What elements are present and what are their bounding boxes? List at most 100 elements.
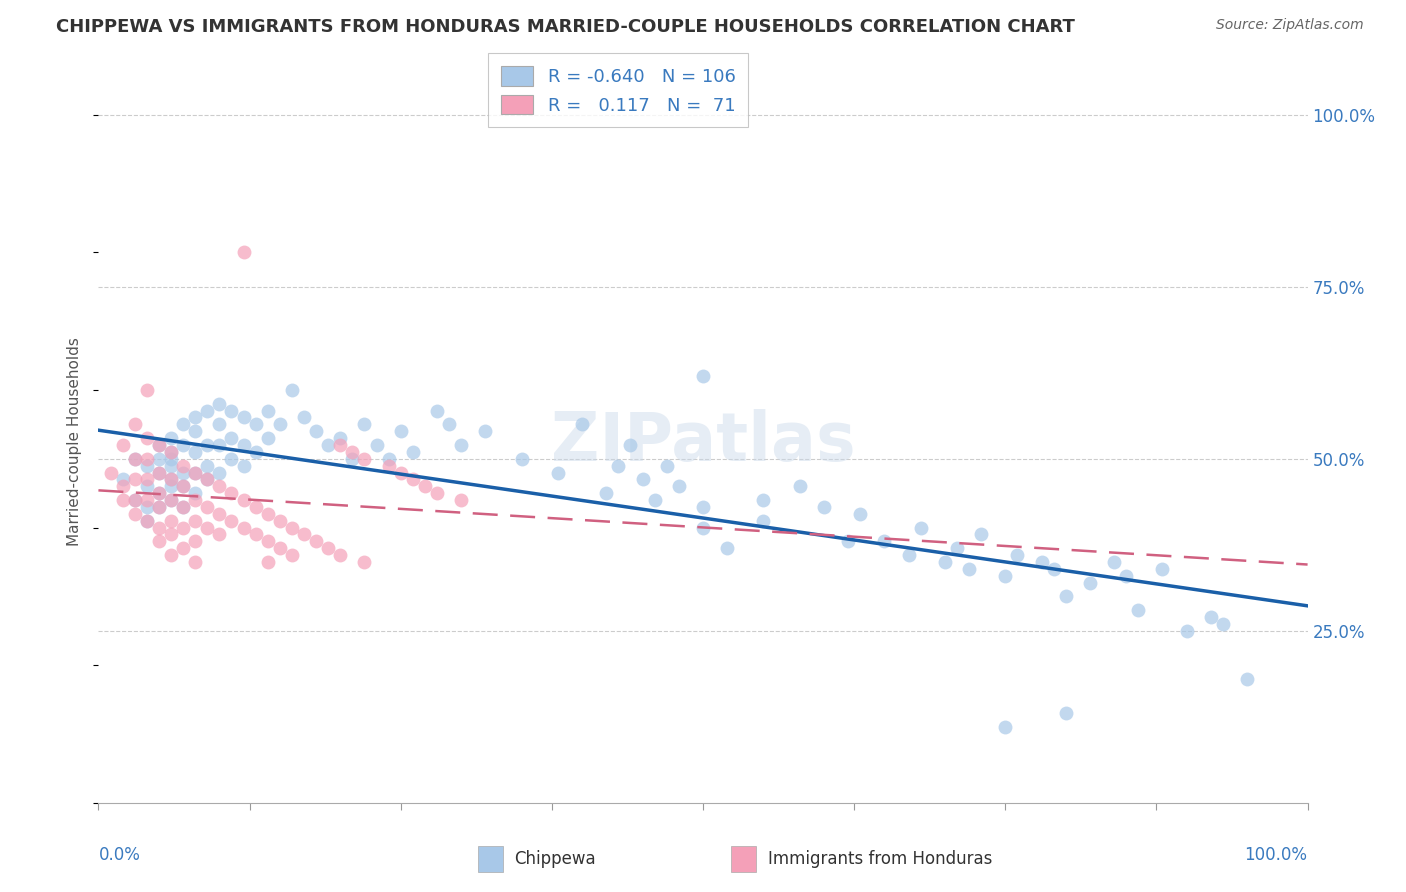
Point: [692, 500, 714, 514]
Point: [668, 479, 690, 493]
Point: [135, 500, 157, 514]
Point: [148, 486, 170, 500]
Point: [281, 548, 304, 562]
Point: [184, 466, 207, 480]
Point: [195, 403, 218, 417]
Point: [135, 431, 157, 445]
Text: CHIPPEWA VS IMMIGRANTS FROM HONDURAS MARRIED-COUPLE HOUSEHOLDS CORRELATION CHART: CHIPPEWA VS IMMIGRANTS FROM HONDURAS MAR…: [56, 18, 1076, 36]
Point: [245, 500, 267, 514]
Point: [692, 369, 714, 384]
Point: [160, 472, 183, 486]
Point: [195, 458, 218, 473]
Point: [353, 555, 375, 569]
Point: [100, 466, 122, 480]
Point: [172, 520, 194, 534]
Point: [124, 451, 146, 466]
Point: [221, 451, 243, 466]
Point: [910, 520, 932, 534]
Point: [256, 431, 278, 445]
Point: [256, 534, 278, 549]
Point: [510, 451, 533, 466]
Point: [426, 403, 449, 417]
Point: [329, 431, 352, 445]
Point: [135, 493, 157, 508]
Point: [184, 555, 207, 569]
Point: [135, 514, 157, 528]
Text: 100.0%: 100.0%: [1244, 847, 1308, 864]
Point: [184, 424, 207, 438]
Point: [111, 479, 134, 493]
Point: [897, 548, 920, 562]
Point: [655, 458, 678, 473]
Point: [184, 410, 207, 425]
Point: [957, 562, 980, 576]
Point: [172, 466, 194, 480]
Point: [221, 486, 243, 500]
Point: [389, 466, 412, 480]
Point: [195, 520, 218, 534]
Point: [195, 472, 218, 486]
Point: [571, 417, 593, 432]
Point: [221, 514, 243, 528]
Point: [208, 507, 231, 521]
Point: [1102, 555, 1125, 569]
Point: [1199, 610, 1222, 624]
Point: [1115, 568, 1137, 582]
Point: [208, 438, 231, 452]
Point: [184, 534, 207, 549]
Point: [221, 431, 243, 445]
Point: [474, 424, 496, 438]
Point: [631, 472, 654, 486]
Point: [135, 514, 157, 528]
Point: [148, 466, 170, 480]
Point: [124, 417, 146, 432]
Point: [148, 438, 170, 452]
Point: [148, 534, 170, 549]
Point: [970, 527, 993, 541]
Point: [849, 507, 872, 521]
Point: [160, 472, 183, 486]
Text: Chippewa: Chippewa: [515, 850, 596, 868]
Point: [148, 520, 170, 534]
Point: [389, 424, 412, 438]
Point: [245, 445, 267, 459]
Point: [208, 466, 231, 480]
Point: [1031, 555, 1053, 569]
Point: [232, 520, 254, 534]
Point: [160, 514, 183, 528]
Point: [245, 417, 267, 432]
Point: [292, 410, 315, 425]
Point: [377, 458, 399, 473]
Point: [281, 520, 304, 534]
Point: [426, 486, 449, 500]
Point: [232, 245, 254, 260]
Point: [752, 493, 775, 508]
Point: [184, 493, 207, 508]
Text: 0.0%: 0.0%: [98, 847, 141, 864]
Point: [994, 720, 1017, 734]
Point: [305, 424, 328, 438]
Point: [135, 383, 157, 397]
Point: [160, 451, 183, 466]
Point: [292, 527, 315, 541]
Point: [184, 514, 207, 528]
Point: [1054, 706, 1077, 721]
Point: [195, 472, 218, 486]
Point: [402, 445, 425, 459]
Point: [316, 438, 339, 452]
Point: [172, 479, 194, 493]
Point: [148, 500, 170, 514]
Point: [195, 500, 218, 514]
Point: [172, 479, 194, 493]
Point: [607, 458, 630, 473]
Point: [366, 438, 388, 452]
Point: [402, 472, 425, 486]
Point: [752, 514, 775, 528]
Point: [450, 438, 472, 452]
Point: [208, 479, 231, 493]
Point: [269, 514, 291, 528]
Point: [342, 451, 364, 466]
Point: [160, 445, 183, 459]
Point: [873, 534, 896, 549]
Point: [232, 410, 254, 425]
